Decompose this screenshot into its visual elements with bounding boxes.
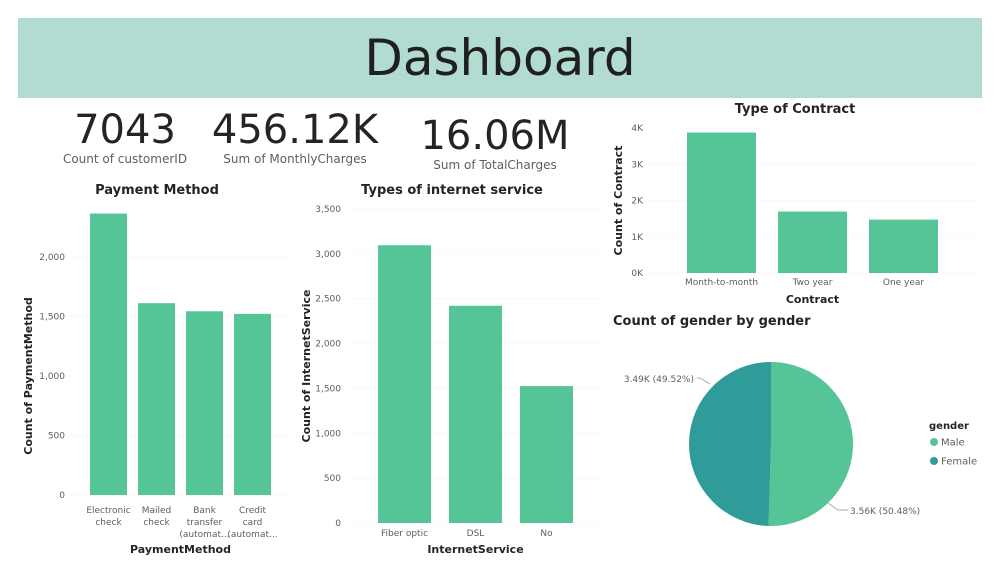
x-category-label: DSL	[467, 529, 485, 539]
pie-slice-female[interactable]	[688, 362, 771, 526]
kpi-value: 16.06M	[420, 113, 570, 159]
y-tick-label: 1,000	[315, 429, 341, 439]
payment-method-chart: Payment Method 0 500 1,000 1,500 2,000 Electro…	[22, 183, 290, 556]
x-category-label: Electronic	[86, 506, 130, 516]
kpi-label: Count of customerID	[62, 152, 188, 166]
pie-data-label: 3.56K (50.48%)	[850, 507, 920, 517]
x-category-label: Month-to-month	[685, 278, 758, 288]
x-category-label: (automat...	[179, 530, 229, 540]
kpi-card-monthly-charges: 456.12K Sum of MonthlyCharges	[200, 108, 390, 166]
chart-title: Types of internet service	[361, 183, 543, 198]
bar[interactable]	[378, 245, 431, 523]
x-category-label: check	[95, 518, 122, 528]
x-category-label: No	[540, 529, 553, 539]
x-category-label: Mailed	[142, 506, 172, 516]
legend-item-female[interactable]: Female	[941, 457, 977, 468]
contract-chart: Type of Contract 0K 1K 2K 3K 4K Month-to-month…	[612, 102, 975, 306]
y-tick-label: 0	[59, 491, 65, 501]
x-axis-title: Contract	[786, 293, 839, 306]
y-tick-label: 4K	[631, 124, 644, 134]
y-tick-label: 1K	[631, 233, 644, 243]
legend-marker	[930, 438, 938, 446]
x-axis-title: InternetService	[427, 543, 523, 556]
pie-legend: gender Male Female	[929, 421, 977, 468]
kpi-value: 7043	[74, 107, 176, 153]
gender-pie-chart: Count of gender by gender 3.56K (50.48%) 3…	[613, 314, 977, 526]
y-tick-label: 1,000	[39, 372, 65, 382]
bar[interactable]	[520, 386, 573, 523]
pie-slice-male[interactable]	[768, 362, 853, 526]
legend-title: gender	[929, 421, 969, 432]
legend-item-male[interactable]: Male	[941, 438, 965, 449]
x-category-label: (automat...	[227, 530, 277, 540]
y-tick-label: 3,500	[315, 205, 341, 215]
bar[interactable]	[449, 305, 502, 523]
y-tick-label: 500	[324, 474, 341, 484]
bar[interactable]	[90, 213, 127, 495]
chart-title: Payment Method	[95, 183, 219, 198]
internet-service-chart: Types of internet service 0 500 1,000 1,500 2…	[300, 183, 605, 556]
y-tick-label: 1,500	[39, 313, 65, 323]
y-tick-label: 3,000	[315, 250, 341, 260]
kpi-label: Sum of TotalCharges	[433, 158, 557, 172]
x-category-label: Fiber optic	[381, 529, 428, 539]
kpi-value: 456.12K	[211, 107, 379, 153]
dashboard-header: Dashboard	[18, 18, 982, 98]
bar[interactable]	[869, 219, 938, 273]
y-axis-title: Count of InternetService	[300, 290, 313, 443]
pie-data-label: 3.49K (49.52%)	[624, 375, 694, 385]
y-tick-label: 2,500	[315, 295, 341, 305]
y-tick-label: 1,500	[315, 384, 341, 394]
x-category-label: Credit	[239, 506, 267, 516]
kpi-card-total-charges: 16.06M Sum of TotalCharges	[400, 114, 590, 172]
page-title: Dashboard	[364, 29, 636, 87]
x-category-label: Bank	[193, 506, 216, 516]
x-category-label: Two year	[792, 278, 833, 288]
bar[interactable]	[778, 211, 847, 273]
kpi-card-customer-count: 7043 Count of customerID	[40, 108, 210, 166]
y-tick-label: 0K	[631, 269, 644, 279]
bar[interactable]	[138, 303, 175, 495]
y-tick-label: 2K	[631, 197, 644, 207]
bar[interactable]	[234, 313, 271, 495]
chart-title: Type of Contract	[735, 102, 856, 117]
y-axis-title: Count of PaymentMethod	[22, 297, 35, 455]
leader-line	[697, 377, 711, 385]
y-tick-label: 2,000	[315, 340, 341, 350]
bar[interactable]	[687, 132, 756, 273]
y-tick-label: 3K	[631, 160, 644, 170]
chart-title: Count of gender by gender	[613, 314, 811, 329]
y-axis-title: Count of Contract	[612, 146, 625, 256]
leader-line	[827, 502, 848, 511]
x-axis-title: PaymentMethod	[130, 543, 231, 556]
kpi-label: Sum of MonthlyCharges	[223, 152, 367, 166]
x-category-label: check	[143, 518, 170, 528]
x-category-label: One year	[883, 278, 925, 288]
bar[interactable]	[186, 311, 223, 495]
x-category-label: transfer	[187, 518, 223, 528]
legend-marker	[930, 457, 938, 465]
y-tick-label: 500	[48, 432, 65, 442]
y-tick-label: 2,000	[39, 253, 65, 263]
x-category-label: card	[243, 518, 263, 528]
y-tick-label: 0	[335, 519, 341, 529]
